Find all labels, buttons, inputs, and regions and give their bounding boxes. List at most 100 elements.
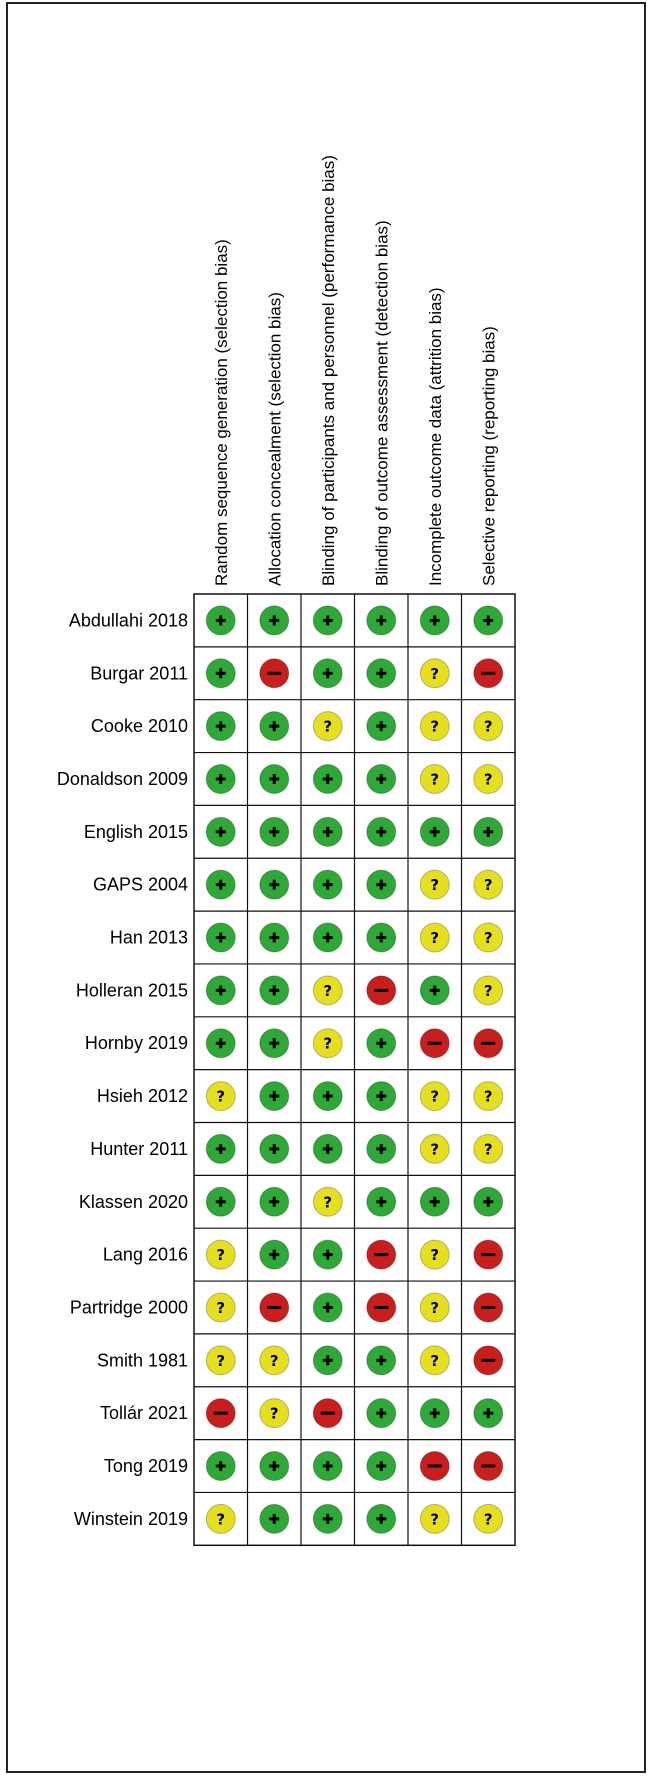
rating-low-mark xyxy=(312,605,343,636)
plus-symbol-v xyxy=(272,879,276,890)
rating-high-mark xyxy=(473,1028,504,1059)
rating-low-mark xyxy=(366,922,397,953)
question-symbol: ? xyxy=(484,718,493,736)
rating-high-mark xyxy=(205,1398,236,1429)
rating-high-mark xyxy=(473,1239,504,1270)
rating-circle xyxy=(473,922,504,953)
question-symbol: ? xyxy=(216,1299,225,1317)
question-symbol: ? xyxy=(484,1088,493,1106)
rating-low-mark xyxy=(312,763,343,794)
minus-symbol xyxy=(374,988,389,992)
rating-high-mark xyxy=(366,1292,397,1323)
rating-low-mark xyxy=(312,1345,343,1376)
rating-unclear-mark: ? xyxy=(419,1239,450,1270)
rating-high-mark xyxy=(366,1239,397,1270)
rating-unclear-mark: ? xyxy=(473,763,504,794)
plus-symbol-v xyxy=(326,826,330,837)
plus-symbol-v xyxy=(326,1461,330,1472)
plus-symbol-v xyxy=(326,615,330,626)
rating-low-mark xyxy=(312,1133,343,1164)
question-symbol: ? xyxy=(270,1405,279,1423)
rating-unclear-mark: ? xyxy=(205,1081,236,1112)
rating-unclear-mark: ? xyxy=(312,1186,343,1217)
rating-circle xyxy=(419,763,450,794)
plus-symbol-v xyxy=(219,932,223,943)
rating-high-mark xyxy=(419,1451,450,1482)
rating-low-mark xyxy=(366,1186,397,1217)
minus-symbol xyxy=(481,1464,496,1468)
rating-low-mark xyxy=(419,1186,450,1217)
rating-high-mark xyxy=(312,1398,343,1429)
rating-high-mark xyxy=(473,658,504,689)
plus-symbol-v xyxy=(326,1355,330,1366)
rating-low-mark xyxy=(419,816,450,847)
plus-symbol-v xyxy=(219,1038,223,1049)
plus-symbol-v xyxy=(272,1461,276,1472)
rating-unclear-mark: ? xyxy=(473,922,504,953)
rating-unclear-mark: ? xyxy=(473,1133,504,1164)
chart-frame: Random sequence generation (selection bi… xyxy=(6,2,646,1773)
question-symbol: ? xyxy=(430,1510,439,1528)
question-symbol: ? xyxy=(430,718,439,736)
question-symbol: ? xyxy=(430,876,439,894)
study-label: Lang 2016 xyxy=(103,1245,188,1265)
plus-symbol-v xyxy=(272,615,276,626)
rating-circle xyxy=(259,1345,290,1376)
minus-symbol xyxy=(213,1411,228,1415)
rating-unclear-mark: ? xyxy=(419,1133,450,1164)
rating-low-mark xyxy=(259,869,290,900)
plus-symbol-v xyxy=(326,1302,330,1313)
question-symbol: ? xyxy=(430,1140,439,1158)
rating-low-mark xyxy=(205,1186,236,1217)
rating-unclear-mark: ? xyxy=(419,763,450,794)
plus-symbol-v xyxy=(272,1038,276,1049)
rating-low-mark xyxy=(259,1451,290,1482)
question-symbol: ? xyxy=(216,1352,225,1370)
rating-low-mark xyxy=(259,1133,290,1164)
question-symbol: ? xyxy=(323,1035,332,1053)
plus-symbol-v xyxy=(219,985,223,996)
plus-symbol-v xyxy=(379,1513,383,1524)
rating-unclear-mark: ? xyxy=(312,1028,343,1059)
plus-symbol-v xyxy=(433,1408,437,1419)
rating-unclear-mark: ? xyxy=(473,1081,504,1112)
rating-low-mark xyxy=(366,658,397,689)
minus-symbol xyxy=(320,1411,335,1415)
rating-circle xyxy=(259,1398,290,1429)
rating-low-mark xyxy=(366,1133,397,1164)
rating-low-mark xyxy=(312,869,343,900)
rating-low-mark xyxy=(205,1133,236,1164)
plus-symbol-v xyxy=(272,773,276,784)
plus-symbol-v xyxy=(272,1513,276,1524)
rating-low-mark xyxy=(312,1239,343,1270)
question-symbol: ? xyxy=(484,1140,493,1158)
plus-symbol-v xyxy=(219,721,223,732)
column-header-2: Blinding of participants and personnel (… xyxy=(319,155,338,586)
minus-symbol xyxy=(427,1464,442,1468)
rating-low-mark xyxy=(259,816,290,847)
minus-symbol xyxy=(267,671,282,675)
rating-low-mark xyxy=(205,605,236,636)
question-symbol: ? xyxy=(484,982,493,1000)
rating-unclear-mark: ? xyxy=(259,1345,290,1376)
rating-low-mark xyxy=(259,711,290,742)
rating-low-mark xyxy=(366,1028,397,1059)
rating-low-mark xyxy=(366,1451,397,1482)
plus-symbol-v xyxy=(379,615,383,626)
question-symbol: ? xyxy=(430,770,439,788)
rating-low-mark xyxy=(312,1503,343,1534)
minus-symbol xyxy=(374,1253,389,1257)
rating-low-mark xyxy=(366,1503,397,1534)
plus-symbol-v xyxy=(219,826,223,837)
plus-symbol-v xyxy=(379,1143,383,1154)
rating-circle xyxy=(205,1503,236,1534)
rating-low-mark xyxy=(205,922,236,953)
rating-unclear-mark: ? xyxy=(419,1503,450,1534)
rating-circle xyxy=(473,1081,504,1112)
rating-circle xyxy=(419,922,450,953)
rating-high-mark xyxy=(473,1345,504,1376)
rating-circle xyxy=(419,1239,450,1270)
study-label: Hornby 2019 xyxy=(85,1033,188,1053)
plus-symbol-v xyxy=(326,1091,330,1102)
rating-circle xyxy=(419,658,450,689)
